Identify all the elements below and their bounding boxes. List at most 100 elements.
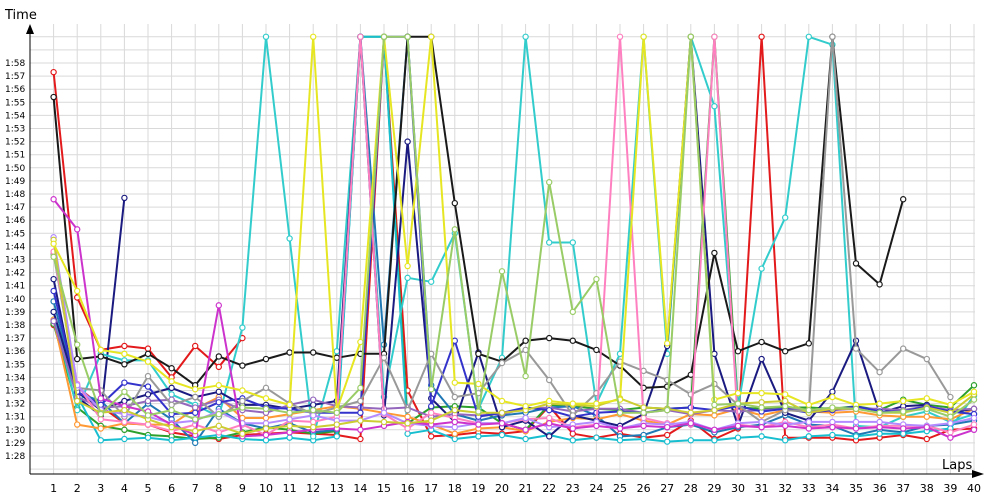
x-tick-label: 6	[168, 482, 175, 495]
data-point	[947, 434, 954, 441]
data-point	[616, 425, 624, 432]
data-point	[50, 253, 57, 261]
data-point	[380, 33, 388, 41]
data-point	[50, 93, 57, 101]
data-point	[711, 249, 718, 257]
data-point	[923, 405, 931, 413]
data-point	[168, 365, 175, 372]
y-tick-label: 1:44	[5, 242, 25, 252]
x-tick-label: 39	[943, 482, 957, 495]
data-point	[522, 426, 529, 433]
data-point	[664, 340, 671, 347]
data-point	[522, 414, 529, 422]
y-tick-label: 1:45	[5, 229, 25, 239]
data-point	[168, 406, 175, 414]
data-point	[239, 404, 246, 411]
data-point	[73, 341, 81, 348]
data-point	[310, 33, 317, 41]
data-point	[404, 138, 411, 145]
y-tick-label: 1:54	[5, 111, 25, 121]
data-point	[215, 399, 222, 406]
data-point	[215, 388, 222, 396]
x-tick-label: 17	[424, 482, 438, 495]
data-point	[121, 379, 128, 386]
data-point	[451, 406, 458, 414]
data-point	[900, 425, 907, 432]
x-tick-label: 15	[377, 482, 391, 495]
data-point	[475, 421, 482, 428]
data-point	[286, 409, 293, 416]
data-point	[711, 412, 718, 419]
y-tick-label: 1:48	[5, 190, 25, 200]
y-tick-label: 1:52	[5, 138, 25, 148]
x-tick-label: 1	[50, 482, 57, 495]
data-point	[852, 425, 860, 432]
data-point	[191, 427, 199, 435]
data-point	[262, 437, 270, 444]
x-tick-label: 37	[896, 482, 910, 495]
y-tick-label: 1:49	[5, 177, 25, 187]
data-point	[687, 409, 695, 416]
y-tick-label: 1:56	[5, 85, 25, 95]
data-point	[970, 396, 978, 403]
data-point	[310, 433, 317, 440]
data-point	[168, 384, 175, 392]
data-point	[546, 397, 553, 405]
axes: Time Laps	[4, 8, 984, 478]
data-point	[616, 409, 624, 416]
data-point	[923, 423, 931, 431]
data-point	[451, 435, 458, 443]
data-point	[758, 399, 765, 406]
y-tick-label: 1:58	[5, 59, 25, 69]
data-point	[310, 349, 317, 356]
x-tick-label: 32	[778, 482, 792, 495]
x-tick-label: 18	[448, 482, 462, 495]
data-point	[829, 388, 836, 396]
data-point	[852, 260, 860, 267]
data-point	[215, 363, 222, 371]
data-point	[333, 354, 340, 361]
data-point	[923, 413, 931, 420]
data-point	[947, 420, 954, 427]
y-tick-label: 1:53	[5, 125, 25, 135]
data-point	[404, 33, 411, 41]
data-point	[357, 417, 364, 424]
y-tick-label: 1:51	[5, 151, 25, 161]
data-point	[923, 355, 931, 363]
data-point	[121, 426, 128, 433]
series-line	[52, 35, 975, 412]
data-point	[829, 431, 836, 439]
data-point	[569, 239, 577, 246]
data-point	[144, 350, 152, 358]
data-point	[900, 196, 907, 203]
y-tick-label: 1:50	[5, 164, 25, 174]
data-point	[144, 391, 152, 398]
y-tick-label: 1:33	[5, 387, 25, 397]
data-point	[50, 196, 57, 203]
data-point	[664, 438, 671, 445]
data-point	[758, 423, 765, 431]
data-point	[310, 418, 317, 426]
data-point	[121, 342, 128, 350]
series-line	[52, 35, 975, 421]
x-tick-label: 10	[259, 482, 273, 495]
data-point	[852, 418, 860, 426]
data-point	[640, 33, 647, 41]
data-point	[286, 349, 293, 356]
data-point	[782, 397, 789, 405]
data-point	[191, 393, 199, 401]
x-tick-label: 24	[589, 482, 603, 495]
data-point	[970, 388, 978, 396]
data-point	[97, 395, 105, 402]
data-point	[664, 431, 671, 439]
data-point	[97, 425, 105, 432]
x-tick-label: 3	[97, 482, 104, 495]
x-tick-label: 35	[849, 482, 863, 495]
x-tick-label: 16	[401, 482, 415, 495]
x-tick-label: 2	[74, 482, 81, 495]
data-point	[758, 389, 765, 397]
x-tick-label: 8	[215, 482, 222, 495]
y-tick-label: 1:43	[5, 256, 25, 266]
data-point	[522, 337, 529, 344]
data-point	[522, 435, 529, 443]
